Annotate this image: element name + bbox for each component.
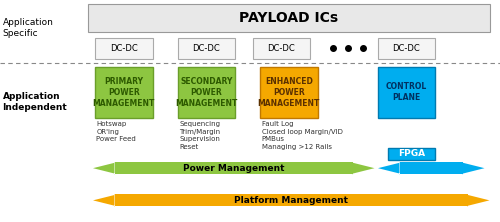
FancyBboxPatch shape xyxy=(88,4,490,32)
Text: Sequencing
Trim/Margin
Supervision
Reset: Sequencing Trim/Margin Supervision Reset xyxy=(179,121,220,150)
FancyArrow shape xyxy=(468,194,489,206)
Text: Application
Independent: Application Independent xyxy=(2,92,67,112)
FancyBboxPatch shape xyxy=(95,67,152,118)
Text: Hotswap
OR'ing
Power Feed: Hotswap OR'ing Power Feed xyxy=(96,121,136,143)
Text: Fault Log
Closed loop Margin/VID
PMBus
Managing >12 Rails: Fault Log Closed loop Margin/VID PMBus M… xyxy=(262,121,342,150)
Text: Power Management: Power Management xyxy=(183,164,284,173)
FancyBboxPatch shape xyxy=(378,67,435,118)
Text: SECONDARY
POWER
MANAGEMENT: SECONDARY POWER MANAGEMENT xyxy=(175,77,238,108)
Text: ENHANCED
POWER
MANAGEMENT: ENHANCED POWER MANAGEMENT xyxy=(258,77,320,108)
Text: DC-DC: DC-DC xyxy=(392,44,420,53)
Text: DC-DC: DC-DC xyxy=(192,44,220,53)
FancyBboxPatch shape xyxy=(114,194,468,206)
Text: CONTROL
PLANE: CONTROL PLANE xyxy=(386,82,427,102)
FancyArrow shape xyxy=(352,162,374,174)
FancyBboxPatch shape xyxy=(178,67,235,118)
FancyBboxPatch shape xyxy=(388,148,435,160)
Text: Platform Management: Platform Management xyxy=(234,196,348,205)
FancyArrow shape xyxy=(93,162,115,174)
FancyBboxPatch shape xyxy=(114,162,353,174)
Text: Application
Specific: Application Specific xyxy=(2,18,54,38)
FancyBboxPatch shape xyxy=(178,38,235,59)
FancyArrow shape xyxy=(93,194,115,206)
FancyArrow shape xyxy=(462,162,484,174)
Text: PRIMARY
POWER
MANAGEMENT: PRIMARY POWER MANAGEMENT xyxy=(92,77,155,108)
FancyBboxPatch shape xyxy=(400,162,463,174)
FancyBboxPatch shape xyxy=(378,38,435,59)
Text: DC-DC: DC-DC xyxy=(110,44,138,53)
FancyArrow shape xyxy=(378,162,400,174)
Text: PAYLOAD ICs: PAYLOAD ICs xyxy=(239,11,338,25)
Text: DC-DC: DC-DC xyxy=(268,44,295,53)
Text: FPGA: FPGA xyxy=(398,149,425,158)
FancyBboxPatch shape xyxy=(260,67,318,118)
FancyBboxPatch shape xyxy=(252,38,310,59)
FancyBboxPatch shape xyxy=(95,38,152,59)
